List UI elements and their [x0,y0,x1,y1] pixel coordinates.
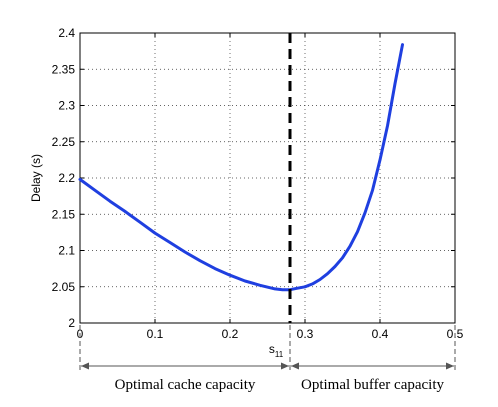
reference-line-label: s11 [269,342,284,359]
y-tick-label: 2.3 [58,99,75,113]
y-tick-label: 2 [68,316,75,330]
region-arrow-head-left [81,362,89,370]
grid-lines [80,33,455,323]
x-tick-label: 0.4 [372,327,389,341]
y-tick-label: 2.15 [52,207,76,221]
y-tick-label: 2.35 [52,62,76,76]
y-tick-label: 2.1 [58,244,75,258]
x-tick-label: 0.3 [297,327,314,341]
x-axis-ticks: 00.10.20.30.40.5 [77,33,464,341]
region-arrow-head-right [281,362,289,370]
region-arrow-head-right [446,362,454,370]
y-tick-label: 2.4 [58,26,75,40]
region-label: Optimal cache capacity [115,377,256,393]
y-axis-label: Delay (s) [29,154,43,202]
y-tick-label: 2.2 [58,171,75,185]
y-tick-label: 2.05 [52,280,76,294]
x-tick-label: 0.1 [147,327,164,341]
y-tick-label: 2.25 [52,135,76,149]
region-annotations: Optimal cache capacity Optimal buffer cap… [79,325,456,393]
y-axis-ticks: 2 2.05 2.1 2.15 2.2 2.25 2.3 2.35 2.4 [52,26,455,330]
region-arrow-head-left [291,362,299,370]
x-tick-label: 0.2 [222,327,239,341]
region-label: Optimal buffer capacity [301,377,444,393]
